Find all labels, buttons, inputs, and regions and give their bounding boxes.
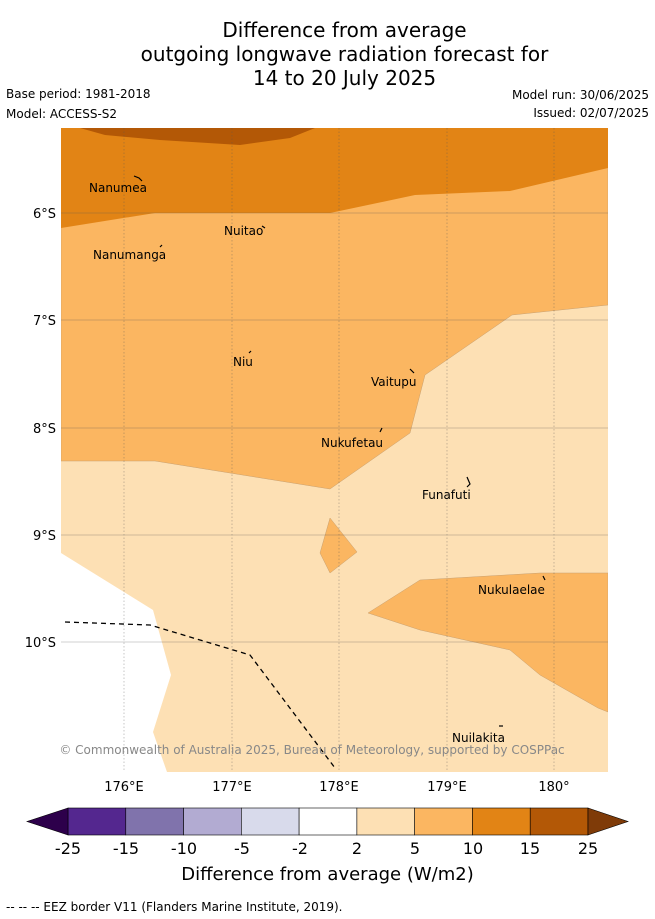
- model-name: Model: ACCESS-S2: [6, 107, 118, 121]
- place-nuilakita: Nuilakita: [452, 731, 505, 745]
- place-nanumanga: Nanumanga: [93, 248, 166, 262]
- contour-white-area: [61, 553, 171, 772]
- contour-5-10-south: [367, 572, 608, 713]
- cb-tick-0: -25: [54, 839, 82, 858]
- title-line-1: Difference from average: [222, 18, 467, 42]
- eez-border-line: [64, 621, 336, 769]
- cb-tick-1: -15: [112, 839, 140, 858]
- lat-label-10s: 10°S: [25, 636, 56, 651]
- contour-5-10-patch: [319, 517, 358, 574]
- cb-tick-6: 5: [409, 839, 421, 858]
- colorbar-segment-0: [67, 807, 127, 836]
- cb-tick-8: 15: [519, 839, 541, 858]
- lon-label-180: 180°: [538, 780, 569, 795]
- colorbar-under-arrow: [26, 807, 69, 836]
- colorbar-segment-3: [241, 807, 300, 836]
- colorbar-over-arrow: [587, 807, 629, 836]
- place-nanumea: Nanumea: [89, 181, 147, 195]
- lat-label-9s: 9°S: [33, 529, 56, 544]
- island-niu-shape: [248, 350, 252, 354]
- contour-15-25: [80, 128, 315, 145]
- title-line-2: outgoing longwave radiation forecast for: [140, 42, 549, 66]
- cb-tick-9: 25: [577, 839, 599, 858]
- island-markers: [133, 175, 546, 727]
- lat-label-6s: 6°S: [33, 207, 56, 222]
- eez-legend: -- -- -- EEZ border V11 (Flanders Marine…: [6, 900, 343, 914]
- cb-tick-2: -10: [170, 839, 198, 858]
- contour-fill: [61, 128, 608, 772]
- colorbar-segment-2: [183, 807, 242, 836]
- cb-tick-5: 2: [351, 839, 363, 858]
- contour-5-10-north: [61, 128, 608, 490]
- island-nanumea-shape: [133, 175, 143, 182]
- colorbar-segment-7: [472, 807, 531, 836]
- island-nanumanga-shape: [159, 244, 163, 248]
- lon-label-177e: 177°E: [212, 780, 252, 795]
- island-vaitupu-shape: [409, 368, 415, 374]
- place-labels: Nanumea Nuitao Nanumanga Niu Vaitupu Nuk…: [89, 181, 545, 745]
- place-nukufetau: Nukufetau: [321, 436, 383, 450]
- island-nukufetau-shape: [379, 427, 383, 433]
- place-funafuti: Funafuti: [422, 488, 471, 502]
- latitude-labels: 6°S 7°S 8°S 9°S 10°S: [25, 207, 56, 651]
- gridlines: [61, 128, 608, 772]
- colorbar: [26, 807, 629, 836]
- lon-label-176e: 176°E: [104, 780, 144, 795]
- colorbar-segment-4: [298, 807, 358, 836]
- cb-tick-4: -2: [292, 839, 308, 858]
- title-line-3: 14 to 20 July 2025: [252, 66, 437, 90]
- contour-10-15: [61, 128, 608, 228]
- island-funafuti-shape: [466, 476, 471, 488]
- cb-tick-7: 10: [462, 839, 484, 858]
- lat-label-7s: 7°S: [33, 314, 56, 329]
- issued-date: Issued: 02/07/2025: [533, 106, 649, 120]
- colorbar-segment-1: [125, 807, 184, 836]
- place-nukulaelae: Nukulaelae: [478, 583, 545, 597]
- longitude-labels: 176°E 177°E 178°E 179°E 180°: [104, 780, 569, 795]
- place-nuitao: Nuitao: [224, 224, 263, 238]
- colorbar-segment-5: [356, 807, 415, 836]
- lon-label-179e: 179°E: [427, 780, 467, 795]
- place-niu: Niu: [233, 355, 253, 369]
- model-run: Model run: 30/06/2025: [511, 88, 649, 102]
- copyright-text: © Commonwealth of Australia 2025, Bureau…: [59, 743, 564, 757]
- island-nukulaelae-shape: [542, 575, 546, 581]
- base-period: Base period: 1981-2018: [6, 87, 151, 101]
- lat-label-8s: 8°S: [33, 422, 56, 437]
- place-vaitupu: Vaitupu: [371, 375, 417, 389]
- colorbar-segment-8: [529, 807, 589, 836]
- lon-label-178e: 178°E: [319, 780, 359, 795]
- cb-tick-3: -5: [234, 839, 250, 858]
- island-nuitao-shape: [261, 225, 266, 229]
- colorbar-title: Difference from average (W/m2): [181, 864, 474, 885]
- colorbar-segment-6: [414, 807, 473, 836]
